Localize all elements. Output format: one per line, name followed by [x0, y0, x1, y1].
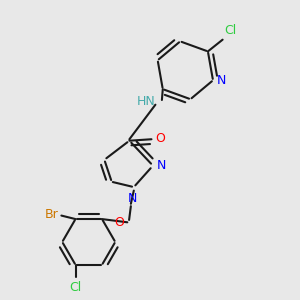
- Text: Cl: Cl: [69, 281, 82, 294]
- Text: Br: Br: [45, 208, 58, 221]
- Text: N: N: [217, 74, 226, 87]
- Text: Cl: Cl: [224, 24, 236, 37]
- Text: N: N: [157, 159, 166, 172]
- Text: O: O: [115, 216, 124, 230]
- Text: HN: HN: [137, 95, 155, 108]
- Text: N: N: [128, 192, 137, 205]
- Text: O: O: [156, 132, 166, 145]
